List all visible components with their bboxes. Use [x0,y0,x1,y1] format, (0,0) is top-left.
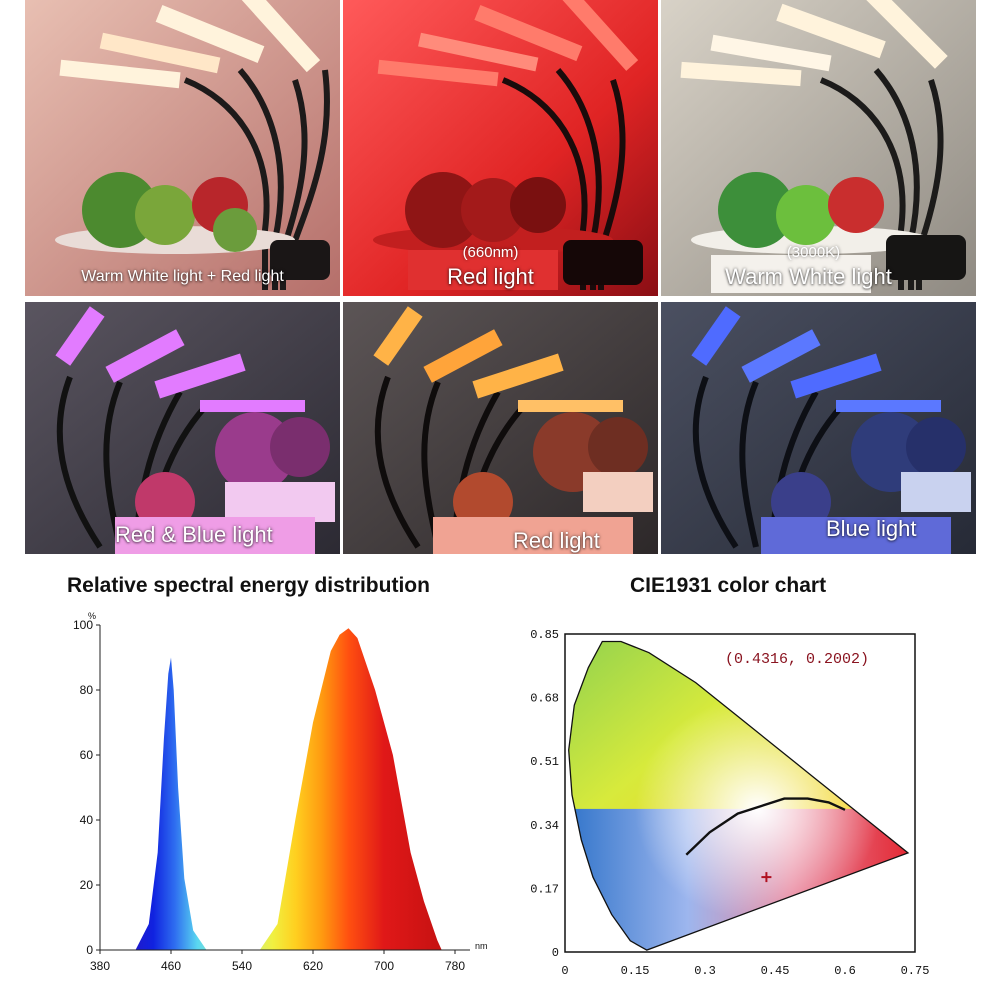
cie-chart-title: CIE1931 color chart [630,574,827,597]
spectral-chart: 0 20 40 60 80 100 380 460 540 620 700 780% nm [73,611,488,973]
x-tick-label: 700 [374,959,394,973]
cie-chart: 0 0.17 0.34 0.51 0.68 0.85 0 0.15 0.3 0.45 0.6 0.75… [530,628,930,978]
photo-red-660nm: (660nm) Red light [343,0,658,296]
x-tick-label: 0.6 [834,964,856,978]
y-tick-label: 60 [80,748,94,762]
y-tick-label: 20 [80,878,94,892]
x-tick-label: 0.3 [694,964,716,978]
panel-sub: (3000K) [786,244,841,261]
y-tick-label: 0.85 [530,628,559,642]
y-tick-label: 100 [73,618,93,632]
y-axis-label: % [88,611,96,621]
y-tick-label: 40 [80,813,94,827]
panel-label: Blue light [826,516,917,541]
x-tick-label: 380 [90,959,110,973]
lamp-heads [59,0,321,89]
x-tick-label: 460 [161,959,181,973]
y-tick-label: 0.68 [530,692,559,706]
x-axis-label: nm [475,941,488,951]
y-tick-label: 0.34 [530,819,559,833]
photo-red-amber: Red light [343,302,658,554]
plants [82,172,257,252]
panel-label: Warm White light + Red light [81,268,284,285]
panel-label: Red light [447,264,534,289]
panel-label: Red light [513,528,600,553]
y-tick-label: 0.17 [530,882,559,896]
x-tick-label: 780 [445,959,465,973]
spectrum-peak-1 [135,657,207,950]
panel-label: Red & Blue light [115,522,273,547]
plot-frame [564,633,916,953]
cie-gamut-fill [568,641,908,951]
spectral-chart-title: Relative spectral energy distribution [67,574,430,597]
y-tick-label: 0 [552,946,559,960]
y-tick-label: 0 [86,943,93,957]
planckian-locus [685,797,846,856]
panel-sub: (660nm) [462,244,519,261]
lamp-arms [183,68,330,290]
x-tick-label: 620 [303,959,323,973]
spectral-locus [568,640,910,951]
point-annotation: (0.4316, 0.2002) [725,651,869,668]
x-tick-label: 0.15 [621,964,650,978]
y-tick-label: 80 [80,683,94,697]
x-tick-label: 0.45 [761,964,790,978]
photo-red-blue: Red & Blue light [25,302,340,554]
photo-blue: Blue light [661,302,976,554]
photo-warm-white-red: Warm White light + Red light [25,0,340,296]
spectrum-peak-2 [259,628,442,950]
photo-warm-white-3000k: (3000K) Warm White light [661,0,976,296]
panel-label: Warm White light [725,264,892,289]
x-tick-label: 0.75 [901,964,930,978]
x-tick-label: 0 [561,964,568,978]
chromaticity-point [761,872,772,883]
y-tick-label: 0.51 [530,755,559,769]
x-tick-label: 540 [232,959,252,973]
